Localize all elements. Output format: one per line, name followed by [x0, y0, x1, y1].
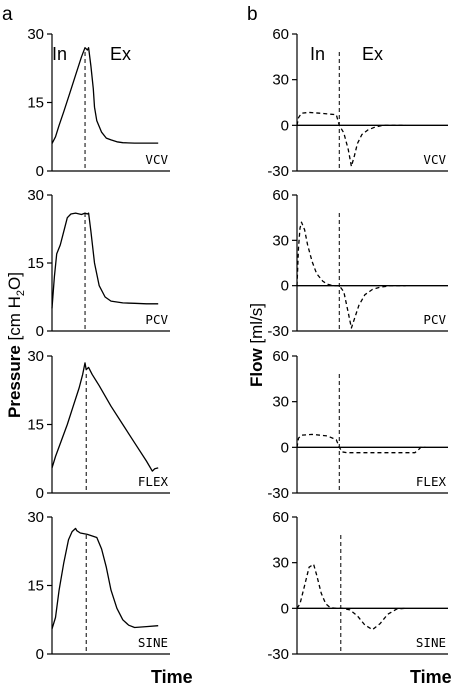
- y-tick-label-a-pcv: 15: [27, 255, 44, 272]
- y-tick-label-a-flex: 15: [27, 417, 44, 434]
- y-tick-label-a-vcv: 30: [27, 26, 44, 43]
- mode-label-b-pcv: PCV: [423, 312, 446, 327]
- phase-in-label-b: In: [310, 44, 325, 64]
- time-axis-label-a: Time: [151, 667, 193, 685]
- pressure-line-a-vcv: [51, 47, 159, 144]
- mode-label-a-vcv: VCV: [145, 152, 168, 167]
- y-tick-label-b-sine: 30: [272, 555, 289, 572]
- panel-a-letter: a: [2, 4, 13, 25]
- flow-axis-label: Flow [ml/s]: [247, 303, 266, 387]
- y-tick-label-b-vcv: 60: [272, 26, 289, 43]
- mode-label-b-flex: FLEX: [416, 474, 447, 489]
- mode-label-a-pcv: PCV: [145, 312, 168, 327]
- y-tick-label-b-flex: 0: [281, 439, 289, 456]
- y-tick-label-b-sine: 0: [281, 600, 289, 617]
- flow-line-b-pcv: [296, 221, 406, 329]
- subplot-a-sine: 0 15 30 SINE: [27, 509, 170, 663]
- y-tick-label-a-vcv: 15: [27, 95, 44, 112]
- y-tick-label-b-vcv: 30: [272, 72, 289, 89]
- subplot-a-flex: 0 15 30 FLEX: [27, 348, 170, 502]
- mode-label-b-sine: SINE: [416, 635, 446, 650]
- flow-line-b-flex: [296, 433, 426, 454]
- mode-label-a-flex: FLEX: [138, 474, 169, 489]
- mode-label-b-vcv: VCV: [423, 152, 446, 167]
- y-tick-label-b-pcv: 0: [281, 278, 289, 295]
- y-tick-label-b-flex: -30: [267, 485, 289, 502]
- phase-ex-label-a: Ex: [110, 44, 131, 64]
- flow-line-b-vcv: [296, 111, 406, 168]
- pressure-line-a-pcv: [51, 212, 159, 309]
- y-tick-label-a-vcv: 0: [36, 163, 44, 180]
- pressure-line-a-flex: [51, 362, 159, 472]
- subplot-b-pcv: -30 0 30 60 PCV: [267, 187, 448, 340]
- y-tick-label-b-pcv: 30: [272, 232, 289, 249]
- y-tick-label-a-pcv: 0: [36, 323, 44, 340]
- subplot-a-pcv: 0 15 30 PCV: [27, 187, 170, 340]
- subplot-b-vcv: -30 0 30 60 VCV: [267, 26, 448, 180]
- y-tick-label-b-sine: 60: [272, 509, 289, 526]
- y-tick-label-a-pcv: 30: [27, 187, 44, 204]
- pressure-axis-label: Pressure [cm H2O]: [5, 272, 27, 418]
- subplot-b-flex: -30 0 30 60 FLEX: [267, 348, 448, 502]
- y-tick-label-a-flex: 0: [36, 485, 44, 502]
- pressure-line-a-sine: [51, 527, 159, 630]
- y-tick-label-a-sine: 15: [27, 578, 44, 595]
- panel-b-letter: b: [247, 4, 258, 25]
- y-tick-label-b-vcv: 0: [281, 117, 289, 134]
- y-tick-label-b-pcv: -30: [267, 323, 289, 340]
- y-tick-label-b-pcv: 60: [272, 187, 289, 204]
- y-tick-label-a-sine: 30: [27, 509, 44, 526]
- time-axis-label-b: Time: [410, 667, 452, 685]
- mode-label-a-sine: SINE: [138, 635, 168, 650]
- flow-line-b-sine: [296, 563, 406, 631]
- y-tick-label-b-flex: 60: [272, 348, 289, 365]
- y-tick-label-b-flex: 30: [272, 394, 289, 411]
- phase-in-label-a: In: [52, 44, 67, 64]
- phase-ex-label-b: Ex: [362, 44, 383, 64]
- y-tick-label-a-sine: 0: [36, 646, 44, 663]
- subplot-b-sine: -30 0 30 60 SINE: [267, 509, 448, 663]
- subplots: 0 15 30 VCV 0 15 30 PCV 0 15 30 FLEX 0 15 30 SINE -30 0 30…: [27, 26, 448, 663]
- y-tick-label-b-sine: -30: [267, 646, 289, 663]
- y-tick-label-a-flex: 30: [27, 348, 44, 365]
- y-tick-label-b-vcv: -30: [267, 163, 289, 180]
- subplot-a-vcv: 0 15 30 VCV: [27, 26, 170, 180]
